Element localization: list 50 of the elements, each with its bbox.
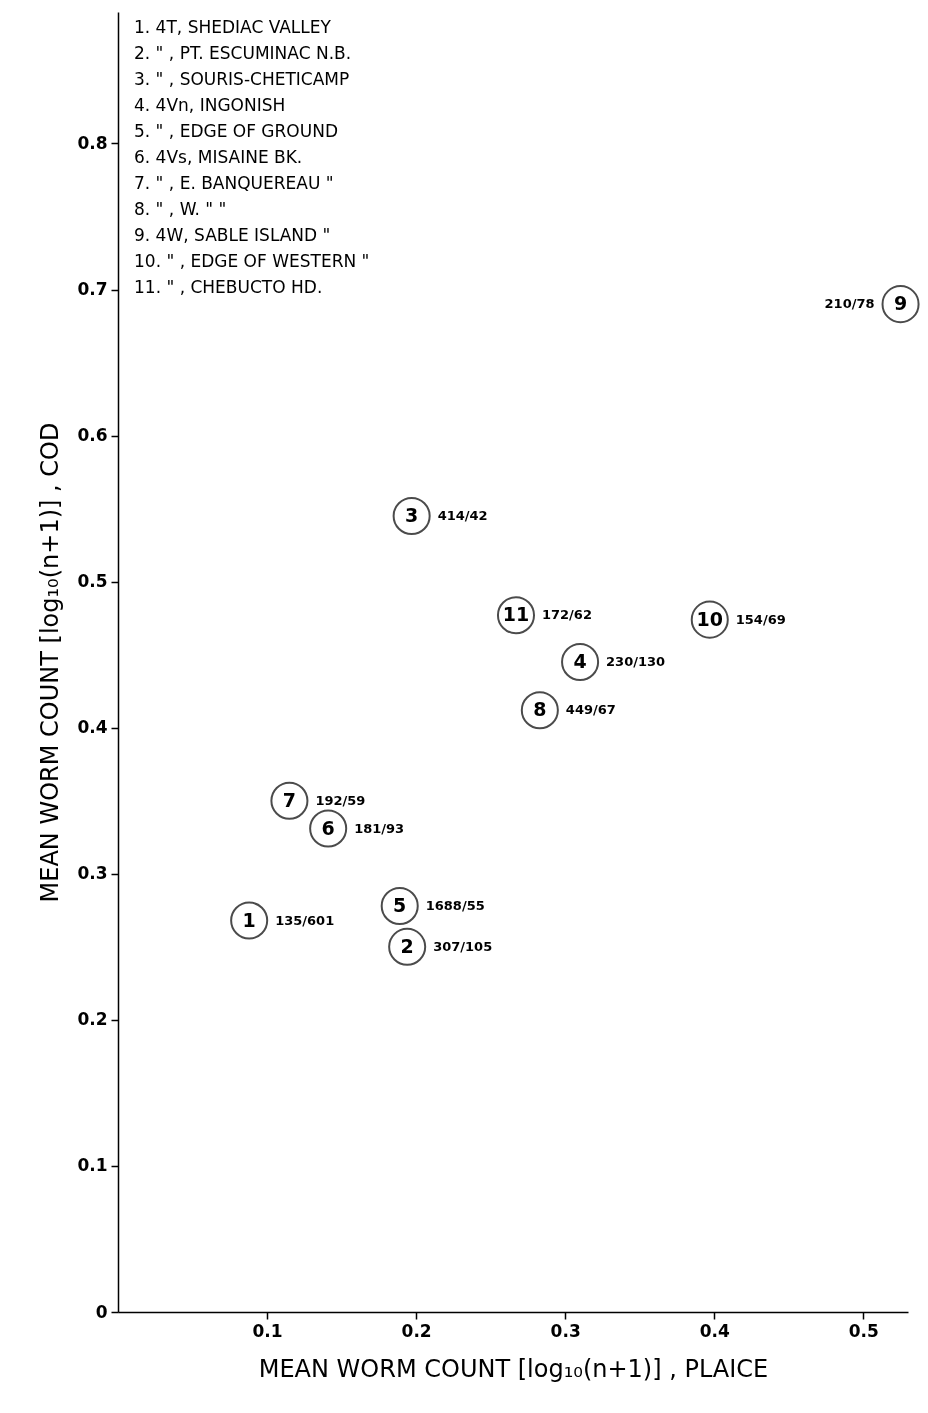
x-tick-label: 0.3 xyxy=(550,1320,581,1341)
annotation: 4. 4Vn, INGONISH xyxy=(134,95,286,115)
y-tick-label: 0.3 xyxy=(77,863,108,884)
annotation: 230/130 xyxy=(606,654,666,669)
annotation: 2. " , PT. ESCUMINAC N.B. xyxy=(134,43,352,63)
annotation: 154/69 xyxy=(735,611,786,627)
annotation: 172/62 xyxy=(541,607,592,623)
annotation: 1688/55 xyxy=(425,897,485,913)
annotation: 449/67 xyxy=(565,702,616,718)
annotation: 210/78 xyxy=(824,296,875,312)
annotation: 7. " , E. BANQUEREAU " xyxy=(134,173,334,193)
annotation: 11. " , CHEBUCTO HD. xyxy=(134,277,323,297)
annotation: 2 xyxy=(400,934,414,957)
annotation: 181/93 xyxy=(354,820,405,836)
annotation: 5. " , EDGE OF GROUND xyxy=(134,121,338,141)
y-tick-label: 0.2 xyxy=(77,1009,108,1030)
annotation: 5 xyxy=(393,893,407,916)
annotation: 11 xyxy=(502,603,530,626)
y-tick-label: 0.7 xyxy=(77,279,108,300)
x-tick-label: 0.2 xyxy=(401,1320,432,1341)
annotation: 3. " , SOURIS-CHETICAMP xyxy=(134,69,350,89)
annotation: 414/42 xyxy=(437,507,488,523)
annotation: 192/59 xyxy=(315,792,366,808)
x-tick-label: 0.4 xyxy=(699,1320,730,1341)
annotation: 1. 4T, SHEDIAC VALLEY xyxy=(134,17,332,37)
annotation: 135/601 xyxy=(275,912,335,928)
annotation: 6 xyxy=(321,816,335,839)
x-axis-title: MEAN WORM COUNT [log₁₀(n+1)] , PLAICE xyxy=(258,1354,769,1383)
annotation: 8. " , W. " " xyxy=(134,199,227,219)
y-tick-label: 0.5 xyxy=(77,571,108,592)
annotation: 9. 4W, SABLE ISLAND " xyxy=(134,225,331,245)
point xyxy=(388,927,427,966)
annotation: 10. " , EDGE OF WESTERN " xyxy=(134,251,370,271)
x-tick-label: 0.1 xyxy=(252,1320,283,1341)
annotation: 8 xyxy=(533,698,547,721)
x-tick-label: 0.5 xyxy=(848,1320,879,1341)
y-tick-label: 0.1 xyxy=(77,1155,108,1176)
annotation: 7 xyxy=(282,788,297,811)
annotation: 6. 4Vs, MISAINE BK. xyxy=(134,147,303,167)
annotation: 4 xyxy=(573,650,587,672)
y-tick-label: 0.4 xyxy=(77,717,108,738)
y-axis-title: MEAN WORM COUNT [log₁₀(n+1)] , COD xyxy=(36,422,65,903)
annotation: 1 xyxy=(242,908,256,931)
annotation: 307/105 xyxy=(433,938,493,954)
y-tick-label: 0.6 xyxy=(77,425,108,446)
annotation: 10 xyxy=(696,607,723,630)
annotation: 3 xyxy=(405,503,419,526)
y-tick-label: 0 xyxy=(95,1301,108,1322)
annotation: 9 xyxy=(893,292,908,315)
y-tick-label: 0.8 xyxy=(77,132,108,153)
